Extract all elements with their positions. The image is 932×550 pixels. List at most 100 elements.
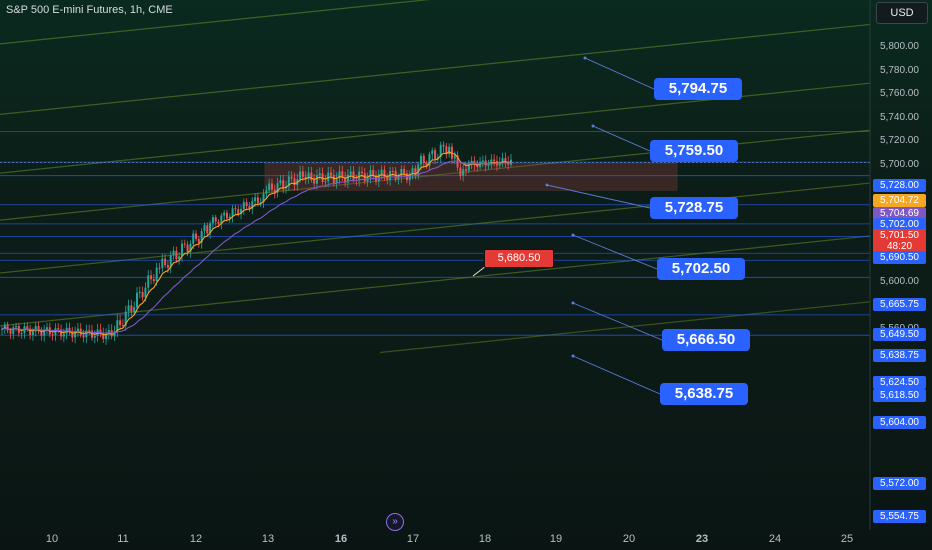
candle-body [175, 250, 178, 260]
candle-body [237, 209, 240, 215]
callout-level-1[interactable]: 5,794.75 [654, 78, 742, 100]
candle-body [279, 180, 282, 184]
price-tag: 5,704.72 [873, 194, 926, 207]
callout-level-3[interactable]: 5,728.75 [650, 197, 738, 219]
candle-body [6, 324, 9, 331]
candle-body [85, 330, 88, 338]
callout-level-4[interactable]: 5,702.50 [657, 258, 745, 280]
candle-body [127, 305, 130, 312]
candle-body [299, 171, 302, 180]
time-tick-label: 12 [189, 533, 203, 545]
price-tag: 5,554.75 [873, 510, 926, 523]
time-tick-label: 19 [549, 533, 563, 545]
price-tag: 5,638.75 [873, 349, 926, 362]
candle-body [301, 171, 304, 177]
candle-body [68, 327, 71, 333]
candle-body [268, 183, 271, 191]
time-tick-label: 10 [45, 533, 59, 545]
candle-body [29, 328, 32, 336]
candle-body [420, 155, 423, 165]
candle-body [99, 329, 102, 334]
candle-body [442, 144, 445, 147]
time-tick-label: 17 [406, 533, 420, 545]
candle-body [12, 327, 15, 334]
candle-body [439, 144, 442, 157]
channel-line [0, 0, 431, 45]
time-tick-label: 25 [840, 533, 854, 545]
price-tick-label: 5,700.00 [880, 158, 919, 170]
candle-body [265, 190, 268, 194]
candle-body [186, 244, 189, 252]
candle-body [346, 174, 349, 183]
candle-body [121, 325, 124, 327]
callout-anchor [583, 56, 587, 60]
candle-body [445, 146, 448, 155]
candle-body [321, 173, 324, 182]
price-annotation[interactable]: 5,680.50 [484, 249, 554, 268]
candle-body [88, 330, 91, 332]
candle-body [313, 179, 316, 184]
price-tag: 5,701.50 [873, 229, 926, 242]
callout-level-5[interactable]: 5,666.50 [662, 329, 750, 351]
candle-body [172, 250, 175, 256]
callout-leader [572, 355, 661, 395]
channel-line [0, 235, 871, 327]
candle-body [37, 326, 40, 332]
time-tick-label: 16 [334, 533, 348, 545]
price-tick-label: 5,720.00 [880, 135, 919, 146]
candle-body [107, 330, 110, 335]
callout-leader [572, 234, 658, 270]
candle-body [26, 326, 29, 329]
candle-body [352, 171, 355, 180]
callout-leader [584, 57, 655, 90]
candle-body [270, 183, 273, 190]
candle-body [240, 208, 243, 215]
candle-body [397, 177, 400, 180]
candle-body [417, 164, 420, 176]
candle-body [315, 175, 318, 184]
candle-body [349, 171, 352, 175]
channel-line [379, 301, 871, 354]
candle-body [150, 275, 153, 280]
candle-body [74, 331, 77, 338]
candle-body [360, 171, 363, 174]
price-tag: 5,728.00 [873, 179, 926, 192]
candle-body [147, 275, 150, 288]
candle-body [76, 328, 79, 332]
candle-body [62, 333, 65, 337]
candle-body [144, 287, 147, 298]
currency-button[interactable]: USD [876, 2, 928, 24]
candle-body [386, 177, 389, 180]
candle-body [166, 265, 169, 268]
consolidation-zone-rect[interactable] [264, 163, 678, 191]
candle-body [45, 327, 48, 330]
candle-body [448, 146, 451, 155]
callout-anchor [571, 354, 575, 358]
candle-body [434, 150, 437, 160]
channel-line [0, 23, 871, 116]
candle-body [383, 169, 386, 178]
candle-body [234, 208, 237, 210]
candle-body [20, 332, 23, 334]
time-tick-label: 18 [478, 533, 492, 545]
candle-body [307, 172, 310, 179]
time-tick-label: 20 [622, 533, 636, 545]
candle-body [408, 173, 411, 181]
callout-level-2[interactable]: 5,759.50 [650, 140, 738, 162]
candle-body [116, 320, 119, 332]
candle-body [231, 208, 234, 217]
candle-body [43, 329, 46, 336]
callout-level-6[interactable]: 5,638.75 [660, 383, 748, 405]
candle-body [93, 336, 96, 338]
callout-leader [592, 125, 651, 152]
candle-body [498, 162, 501, 166]
candle-body [462, 169, 465, 176]
candle-body [9, 330, 12, 334]
scroll-to-realtime-icon[interactable]: » [386, 513, 404, 531]
candles [1, 141, 512, 345]
candle-body [484, 160, 487, 166]
candle-body [183, 243, 186, 245]
candle-body [164, 258, 167, 266]
candle-body [206, 225, 209, 234]
